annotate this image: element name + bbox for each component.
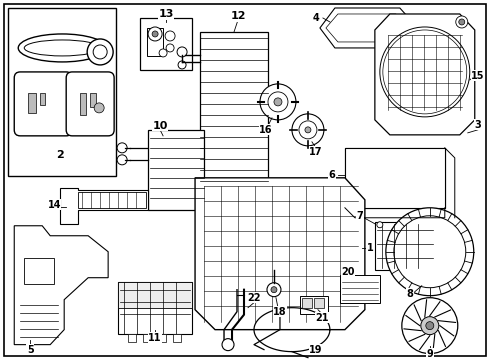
Circle shape <box>402 298 458 354</box>
Circle shape <box>421 317 439 335</box>
Bar <box>173 334 181 342</box>
Bar <box>118 282 192 308</box>
Circle shape <box>93 45 107 59</box>
Text: 14: 14 <box>48 200 61 210</box>
Circle shape <box>166 44 174 52</box>
Polygon shape <box>195 178 365 330</box>
Circle shape <box>94 103 104 113</box>
Bar <box>24 258 54 284</box>
Bar <box>200 32 268 202</box>
Text: 17: 17 <box>309 147 323 157</box>
Circle shape <box>459 19 465 25</box>
Bar <box>300 296 328 314</box>
Circle shape <box>177 47 187 57</box>
Ellipse shape <box>24 40 100 56</box>
Text: 10: 10 <box>152 121 168 131</box>
Text: 15: 15 <box>471 71 485 81</box>
Bar <box>340 275 380 303</box>
FancyBboxPatch shape <box>66 72 114 136</box>
Bar <box>148 130 204 210</box>
Text: 9: 9 <box>426 348 433 359</box>
Circle shape <box>386 208 474 296</box>
Bar <box>158 334 166 342</box>
Circle shape <box>305 127 311 133</box>
Text: 20: 20 <box>341 267 355 277</box>
Bar <box>345 148 445 208</box>
Text: 5: 5 <box>27 345 34 355</box>
Bar <box>302 298 312 308</box>
Circle shape <box>292 114 324 146</box>
Circle shape <box>380 27 470 117</box>
Circle shape <box>271 287 277 293</box>
Circle shape <box>178 61 186 69</box>
Polygon shape <box>320 8 418 48</box>
Polygon shape <box>14 226 108 345</box>
Circle shape <box>260 84 296 120</box>
Text: 21: 21 <box>315 313 329 323</box>
Circle shape <box>456 16 468 28</box>
Bar <box>8 8 116 176</box>
Text: 13: 13 <box>158 9 174 19</box>
Text: 7: 7 <box>357 211 363 221</box>
Polygon shape <box>375 14 475 135</box>
Text: 18: 18 <box>273 307 287 317</box>
Bar <box>118 282 192 334</box>
Text: 19: 19 <box>309 345 323 355</box>
Bar <box>314 298 324 308</box>
Text: 6: 6 <box>328 170 335 180</box>
Bar <box>90 93 96 107</box>
Bar <box>345 148 445 208</box>
Bar <box>375 222 435 270</box>
Circle shape <box>426 322 434 330</box>
Text: 2: 2 <box>56 150 64 160</box>
Circle shape <box>148 27 162 41</box>
Circle shape <box>152 31 158 37</box>
Bar <box>140 18 192 70</box>
Circle shape <box>165 31 175 41</box>
Circle shape <box>299 121 317 139</box>
Circle shape <box>87 39 113 65</box>
Circle shape <box>377 222 383 228</box>
Polygon shape <box>60 188 148 224</box>
Text: 16: 16 <box>259 125 273 135</box>
Circle shape <box>383 30 467 114</box>
Text: 11: 11 <box>148 333 162 343</box>
Circle shape <box>117 143 127 153</box>
Bar <box>28 93 36 113</box>
Bar <box>147 28 163 56</box>
Bar <box>40 93 45 105</box>
Bar <box>78 192 146 208</box>
Ellipse shape <box>18 34 106 62</box>
Polygon shape <box>326 14 410 42</box>
Circle shape <box>117 155 127 165</box>
Circle shape <box>274 98 282 106</box>
Text: 8: 8 <box>406 289 413 299</box>
Text: 4: 4 <box>313 13 319 23</box>
Text: 3: 3 <box>474 120 481 130</box>
Text: 12: 12 <box>230 11 246 21</box>
Circle shape <box>222 339 234 351</box>
Circle shape <box>159 49 167 57</box>
Bar <box>128 334 136 342</box>
Text: 1: 1 <box>367 243 373 253</box>
Circle shape <box>394 216 466 288</box>
Bar <box>80 93 86 115</box>
Bar <box>143 334 151 342</box>
Circle shape <box>268 92 288 112</box>
Circle shape <box>267 283 281 297</box>
FancyBboxPatch shape <box>14 72 72 136</box>
Text: 22: 22 <box>247 293 261 303</box>
